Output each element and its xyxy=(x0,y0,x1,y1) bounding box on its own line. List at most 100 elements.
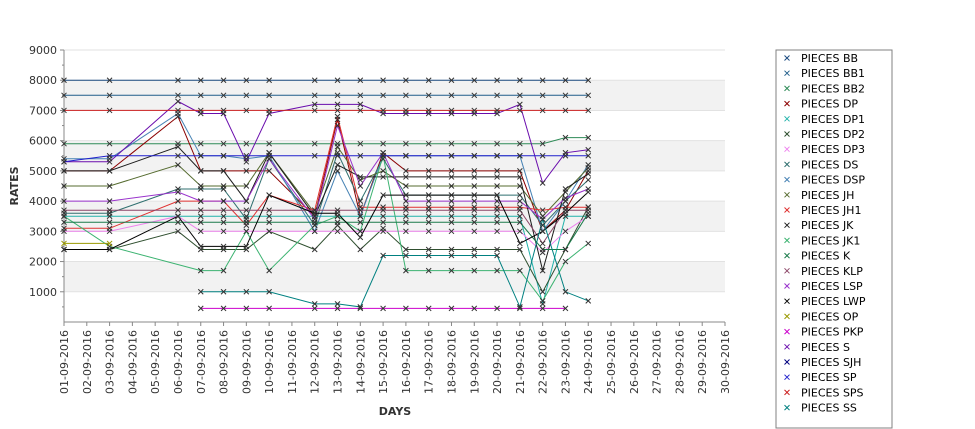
y-tick-label: 5000 xyxy=(29,165,57,178)
series-line xyxy=(64,151,589,227)
legend-label: PIECES DS xyxy=(801,158,858,171)
data-point xyxy=(243,140,250,147)
data-point xyxy=(106,168,113,174)
data-point xyxy=(517,101,523,108)
data-point xyxy=(494,168,500,174)
data-point xyxy=(425,207,432,214)
data-point xyxy=(380,219,386,226)
data-point xyxy=(334,305,341,312)
legend-marker xyxy=(784,343,790,350)
data-point xyxy=(357,304,364,310)
data-point xyxy=(311,216,318,223)
data-point xyxy=(311,140,318,147)
series-markers xyxy=(61,77,592,312)
series-line xyxy=(64,212,589,250)
x-tick-label: 03-09-2016 xyxy=(104,330,117,394)
data-point xyxy=(380,140,386,147)
data-point xyxy=(539,267,546,274)
data-point xyxy=(61,207,67,214)
legend-marker xyxy=(784,313,790,320)
x-tick-label: 04-09-2016 xyxy=(126,330,139,394)
x-tick-label: 01-09-2016 xyxy=(58,330,71,394)
legend-marker xyxy=(784,146,790,153)
data-point xyxy=(357,183,364,189)
y-tick-label: 3000 xyxy=(29,225,57,238)
data-point xyxy=(334,101,341,108)
x-tick-label: 14-09-2016 xyxy=(354,330,367,394)
x-tick-label: 06-09-2016 xyxy=(172,330,185,394)
plot-background-bands xyxy=(64,80,725,292)
data-point xyxy=(425,77,432,84)
legend-marker xyxy=(784,298,790,305)
data-point xyxy=(380,152,386,159)
data-point xyxy=(517,246,523,253)
legend-item: PIECES DS xyxy=(784,158,858,171)
data-point xyxy=(380,252,386,259)
data-point xyxy=(175,152,181,159)
legend-label: PIECES S xyxy=(801,341,850,354)
legend-item: PIECES DP1 xyxy=(784,113,865,126)
data-point xyxy=(425,252,432,259)
data-point xyxy=(425,92,432,99)
data-point xyxy=(494,305,500,312)
data-point xyxy=(517,304,523,310)
x-tick-label: 11-09-2016 xyxy=(286,330,299,394)
data-point xyxy=(243,77,250,84)
data-point xyxy=(403,228,409,235)
data-point xyxy=(334,107,341,114)
data-point xyxy=(562,258,569,265)
data-point xyxy=(380,207,386,214)
data-point xyxy=(220,213,227,220)
data-point xyxy=(448,252,455,259)
data-point xyxy=(471,77,478,84)
data-point xyxy=(539,77,546,84)
x-axis-title: DAYS xyxy=(379,405,412,418)
data-point xyxy=(106,207,113,214)
series-line xyxy=(64,206,589,293)
data-point xyxy=(562,107,569,114)
data-point xyxy=(380,107,386,114)
data-point xyxy=(403,168,409,174)
legend-marker xyxy=(784,267,790,274)
data-point xyxy=(311,210,318,217)
data-point xyxy=(220,243,227,250)
data-point xyxy=(517,152,523,159)
data-point xyxy=(220,77,227,84)
x-tick-label: 12-09-2016 xyxy=(309,330,322,394)
data-point xyxy=(585,171,592,177)
data-point xyxy=(494,174,500,180)
data-point xyxy=(448,198,455,204)
y-tick-label: 8000 xyxy=(29,74,57,87)
data-point xyxy=(266,228,272,235)
data-point xyxy=(334,143,341,150)
data-point xyxy=(448,305,455,312)
data-point xyxy=(448,213,455,220)
data-point xyxy=(357,92,364,99)
data-point xyxy=(562,152,569,159)
data-point xyxy=(334,210,341,217)
data-point xyxy=(106,240,113,247)
data-point xyxy=(106,225,113,232)
data-point xyxy=(471,174,478,180)
data-point xyxy=(517,140,523,147)
legend-item: PIECES S xyxy=(784,341,850,354)
data-point xyxy=(243,107,250,114)
data-point xyxy=(517,198,523,204)
data-point xyxy=(562,228,569,235)
data-point xyxy=(539,240,546,247)
data-point xyxy=(425,267,432,274)
data-point xyxy=(197,243,204,250)
data-point xyxy=(403,183,409,189)
data-point xyxy=(197,92,204,99)
data-point xyxy=(197,152,204,159)
legend-label: PIECES LWP xyxy=(801,295,866,308)
data-point xyxy=(61,183,67,189)
data-point xyxy=(403,152,409,159)
data-point xyxy=(471,207,478,214)
data-point xyxy=(403,140,409,147)
legend-label: PIECES SP xyxy=(801,371,857,384)
legend-marker xyxy=(784,55,790,61)
legend-label: PIECES DSP xyxy=(801,174,865,187)
legend-label: PIECES DP xyxy=(801,98,858,111)
data-point xyxy=(380,174,386,180)
